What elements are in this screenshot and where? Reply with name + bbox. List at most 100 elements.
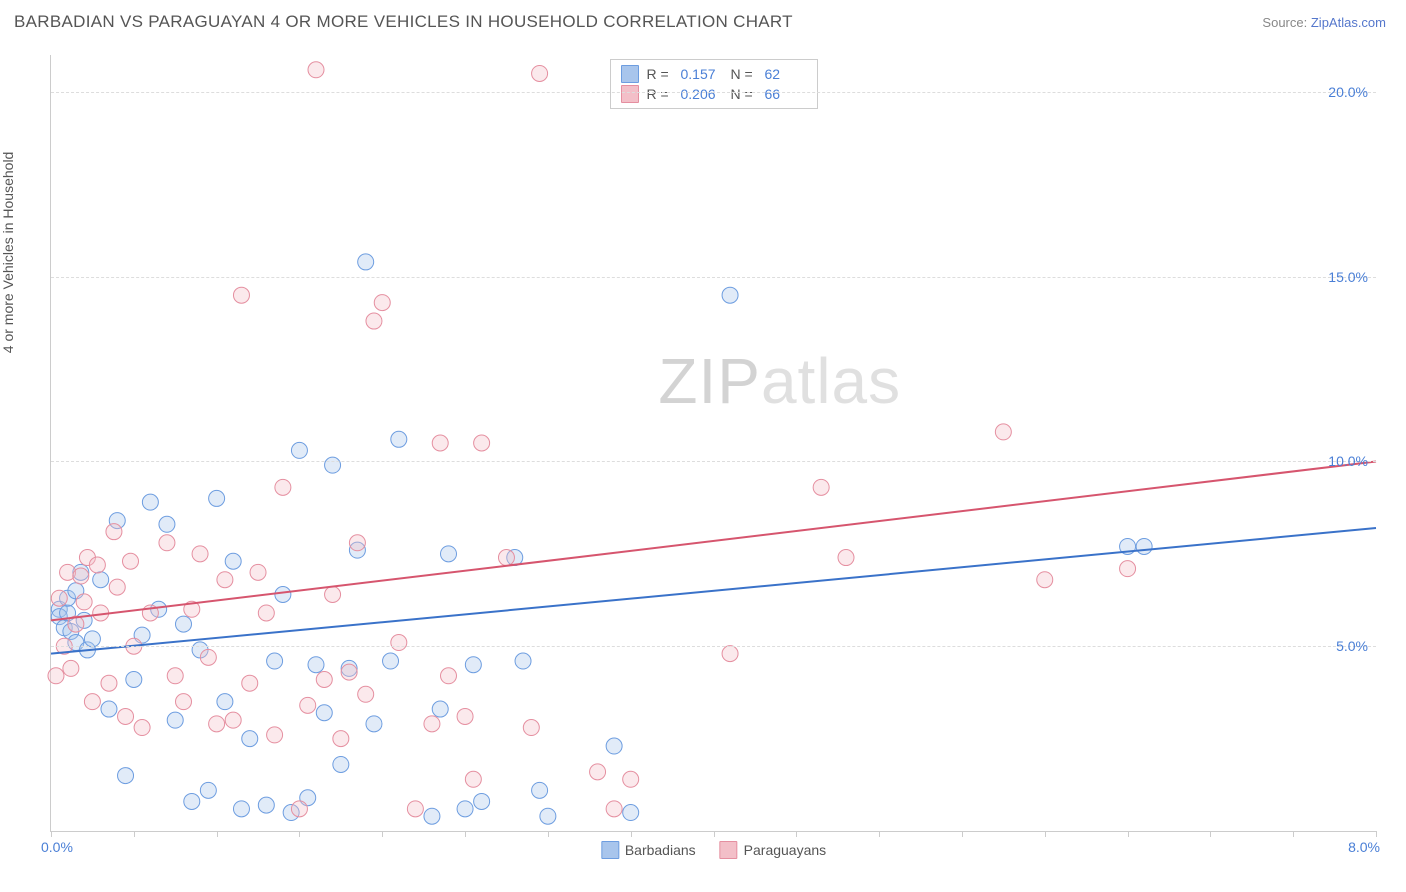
data-point [159, 516, 175, 532]
data-point [432, 701, 448, 717]
data-point [308, 657, 324, 673]
data-point [63, 660, 79, 676]
chart-title: BARBADIAN VS PARAGUAYAN 4 OR MORE VEHICL… [14, 12, 793, 32]
data-point [209, 490, 225, 506]
n-value: 62 [765, 66, 807, 82]
data-point [366, 716, 382, 732]
data-point [457, 708, 473, 724]
x-tick [217, 831, 218, 837]
x-tick [631, 831, 632, 837]
data-point [465, 657, 481, 673]
data-point [118, 708, 134, 724]
x-tick [1210, 831, 1211, 837]
data-point [623, 771, 639, 787]
data-point [73, 568, 89, 584]
series-legend: Barbadians Paraguayans [601, 841, 826, 859]
gridline [51, 646, 1376, 647]
n-label: N = [731, 66, 757, 82]
data-point [474, 435, 490, 451]
data-point [106, 524, 122, 540]
data-point [275, 479, 291, 495]
source-link[interactable]: ZipAtlas.com [1311, 15, 1386, 30]
data-point [333, 756, 349, 772]
data-point [457, 801, 473, 817]
data-point [101, 675, 117, 691]
n-value: 66 [765, 86, 807, 102]
x-tick [548, 831, 549, 837]
data-point [424, 808, 440, 824]
x-tick [1045, 831, 1046, 837]
legend-label: Barbadians [625, 842, 696, 858]
data-point [200, 649, 216, 665]
data-point [441, 668, 457, 684]
gridline [51, 277, 1376, 278]
legend-item: Barbadians [601, 841, 696, 859]
data-point [159, 535, 175, 551]
data-point [349, 535, 365, 551]
data-point [358, 254, 374, 270]
data-point [89, 557, 105, 573]
x-tick [1293, 831, 1294, 837]
data-point [176, 616, 192, 632]
data-point [424, 716, 440, 732]
data-point [84, 631, 100, 647]
r-value: 0.206 [681, 86, 723, 102]
source-attribution: Source: ZipAtlas.com [1262, 15, 1386, 30]
stats-swatch [621, 85, 639, 103]
y-axis-label: 4 or more Vehicles in Household [0, 152, 16, 354]
stats-row: R =0.157N =62 [621, 64, 807, 84]
data-point [291, 442, 307, 458]
data-point [813, 479, 829, 495]
y-tick-label: 15.0% [1328, 269, 1368, 285]
data-point [291, 801, 307, 817]
data-point [515, 653, 531, 669]
correlation-stats-box: R =0.157N =62R =0.206N =66 [610, 59, 818, 109]
data-point [523, 720, 539, 736]
data-point [123, 553, 139, 569]
data-point [432, 435, 448, 451]
data-point [590, 764, 606, 780]
data-point [498, 550, 514, 566]
data-point [167, 712, 183, 728]
x-origin-label: 0.0% [41, 839, 73, 855]
data-point [366, 313, 382, 329]
data-point [217, 572, 233, 588]
data-point [258, 797, 274, 813]
x-tick [714, 831, 715, 837]
data-point [316, 705, 332, 721]
data-point [118, 768, 134, 784]
data-point [167, 668, 183, 684]
legend-swatch [601, 841, 619, 859]
data-point [184, 793, 200, 809]
data-point [300, 697, 316, 713]
r-label: R = [647, 86, 673, 102]
data-point [1136, 538, 1152, 554]
data-point [176, 694, 192, 710]
data-point [333, 731, 349, 747]
data-point [358, 686, 374, 702]
data-point [217, 694, 233, 710]
x-tick [299, 831, 300, 837]
x-tick [134, 831, 135, 837]
data-point [383, 653, 399, 669]
y-tick-label: 20.0% [1328, 84, 1368, 100]
data-point [995, 424, 1011, 440]
data-point [374, 295, 390, 311]
data-point [474, 793, 490, 809]
legend-item: Paraguayans [720, 841, 827, 859]
data-point [267, 653, 283, 669]
data-point [93, 572, 109, 588]
data-point [722, 287, 738, 303]
data-point [441, 546, 457, 562]
data-point [51, 590, 67, 606]
data-point [134, 720, 150, 736]
y-tick-label: 5.0% [1336, 638, 1368, 654]
x-tick [51, 831, 52, 837]
data-point [532, 65, 548, 81]
gridline [51, 92, 1376, 93]
legend-swatch [720, 841, 738, 859]
data-point [48, 668, 64, 684]
data-point [838, 550, 854, 566]
data-point [1120, 561, 1136, 577]
x-tick [1128, 831, 1129, 837]
